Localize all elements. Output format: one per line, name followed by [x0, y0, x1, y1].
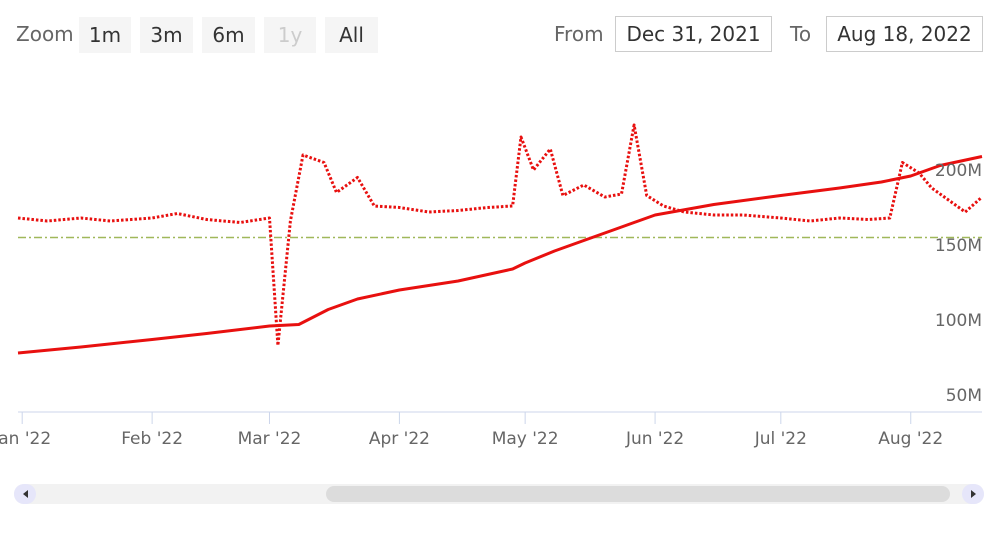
zoom-1m-button[interactable]: 1m: [79, 17, 131, 53]
x-tick-label: Feb '22: [121, 429, 183, 449]
to-date-input[interactable]: Aug 18, 2022: [826, 16, 983, 52]
y-tick-label: 200M: [935, 161, 982, 181]
x-tick-label: Jan '22: [0, 429, 51, 449]
zoom-6m-button[interactable]: 6m: [202, 17, 255, 53]
scrollbar-thumb[interactable]: [326, 486, 950, 502]
x-tick-label: Aug '22: [878, 429, 943, 449]
scroll-left-button[interactable]: [14, 484, 36, 504]
series-line-solid: [17, 155, 983, 355]
zoom-label: Zoom: [16, 22, 74, 46]
y-tick-label: 100M: [935, 311, 982, 331]
zoom-all-button[interactable]: All: [325, 17, 378, 53]
x-tick-label: Jun '22: [625, 429, 684, 449]
series-line-dotted: [17, 123, 983, 347]
to-label: To: [790, 22, 812, 46]
arrow-right-icon: [970, 490, 976, 498]
scroll-right-button[interactable]: [962, 484, 984, 504]
from-label: From: [554, 22, 604, 46]
line-chart: Jan '22 Feb '22 Mar '22 Apr '22 May '22 Jun '…: [0, 123, 983, 449]
arrow-left-icon: [22, 490, 28, 498]
x-tick-label: Mar '22: [238, 429, 302, 449]
y-tick-label: 50M: [946, 386, 982, 406]
from-date-input[interactable]: Dec 31, 2021: [615, 16, 772, 52]
y-tick-label: 150M: [935, 236, 982, 256]
x-tick-label: Apr '22: [369, 429, 430, 449]
x-tick-label: May '22: [492, 429, 559, 449]
x-tick-label: Jul '22: [754, 429, 807, 449]
zoom-3m-button[interactable]: 3m: [140, 17, 193, 53]
zoom-1y-button[interactable]: 1y: [264, 17, 316, 53]
range-selector-toolbar: Zoom 1m 3m 6m 1y All From Dec 31, 2021 T…: [0, 0, 999, 60]
